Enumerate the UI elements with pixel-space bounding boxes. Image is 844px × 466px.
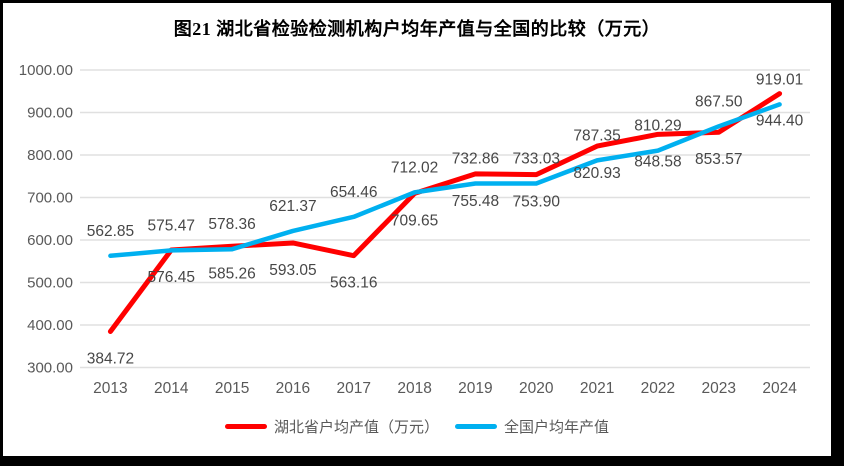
x-axis-tick-label: 2021 (580, 380, 614, 397)
y-axis-tick-label: 1000.00 (19, 62, 73, 79)
y-axis-tick-label: 800.00 (27, 147, 73, 164)
data-label: 919.01 (756, 71, 803, 88)
x-axis-tick-label: 2018 (397, 380, 431, 397)
x-axis-tick-label: 2014 (154, 380, 189, 397)
data-label: 733.03 (513, 150, 560, 167)
data-label: 712.02 (391, 159, 438, 176)
data-label: 755.48 (452, 193, 499, 210)
data-label: 709.65 (391, 212, 438, 229)
data-label: 563.16 (330, 275, 377, 292)
y-axis-tick-label: 600.00 (27, 232, 73, 249)
line-chart-plot: 300.00 400.00 500.00 600.00 700.00 800.00 900.… (19, 62, 810, 397)
chart-area: 图21 湖北省检验检测机构户均年产值与全国的比较（万元） 300.00 400.0… (3, 3, 831, 456)
x-axis-tick-label: 2015 (215, 380, 249, 397)
data-label: 562.85 (87, 223, 134, 240)
data-label: 848.58 (634, 153, 681, 170)
x-axis-tick-label: 2013 (93, 380, 127, 397)
hubei-series-line (107, 91, 783, 334)
y-axis-tick-label: 700.00 (27, 190, 73, 207)
chart-legend: 湖北省户均产值（万元） 全国户均年产值 (3, 413, 831, 439)
y-axis-tick-label: 500.00 (27, 275, 73, 292)
national-series-swatch (455, 423, 497, 429)
data-label: 810.29 (634, 118, 681, 135)
data-label: 593.05 (269, 262, 316, 279)
data-label: 732.86 (452, 151, 499, 168)
data-label: 867.50 (695, 93, 743, 110)
legend-label-national: 全国户均年产值 (504, 418, 610, 436)
data-label: 585.26 (208, 265, 255, 282)
x-axis-tick-label: 2023 (702, 380, 736, 397)
x-axis-tick-label: 2016 (276, 380, 310, 397)
data-label: 753.90 (513, 194, 561, 211)
data-label: 384.72 (87, 350, 134, 367)
hubei-series-swatch (224, 423, 267, 429)
data-label: 944.40 (756, 113, 804, 130)
y-axis-tick-label: 900.00 (27, 105, 73, 122)
data-label: 576.45 (148, 269, 195, 286)
chart-title: 图21 湖北省检验检测机构户均年产值与全国的比较（万元） (173, 19, 661, 39)
data-label: 578.36 (208, 216, 255, 233)
legend-label-hubei: 湖北省户均产值（万元） (273, 418, 439, 436)
data-label: 853.57 (695, 151, 742, 168)
x-axis-tick-label: 2020 (519, 380, 554, 397)
x-axis-tick-label: 2019 (458, 380, 492, 397)
y-axis-tick-label: 300.00 (27, 360, 73, 377)
x-axis-tick-label: 2022 (641, 380, 675, 397)
national-series-line (108, 102, 782, 259)
data-label: 654.46 (330, 184, 377, 201)
data-label: 787.35 (573, 127, 620, 144)
legend-item-national: 全国户均年产值 (455, 416, 609, 437)
data-label: 820.93 (573, 165, 620, 182)
y-axis-tick-label: 400.00 (27, 317, 73, 334)
data-label: 621.37 (269, 198, 316, 215)
legend-item-hubei: 湖北省户均产值（万元） (224, 416, 439, 437)
data-label: 575.47 (148, 217, 195, 234)
x-axis-tick-label: 2017 (337, 380, 371, 397)
x-axis-tick-label: 2024 (762, 380, 797, 397)
